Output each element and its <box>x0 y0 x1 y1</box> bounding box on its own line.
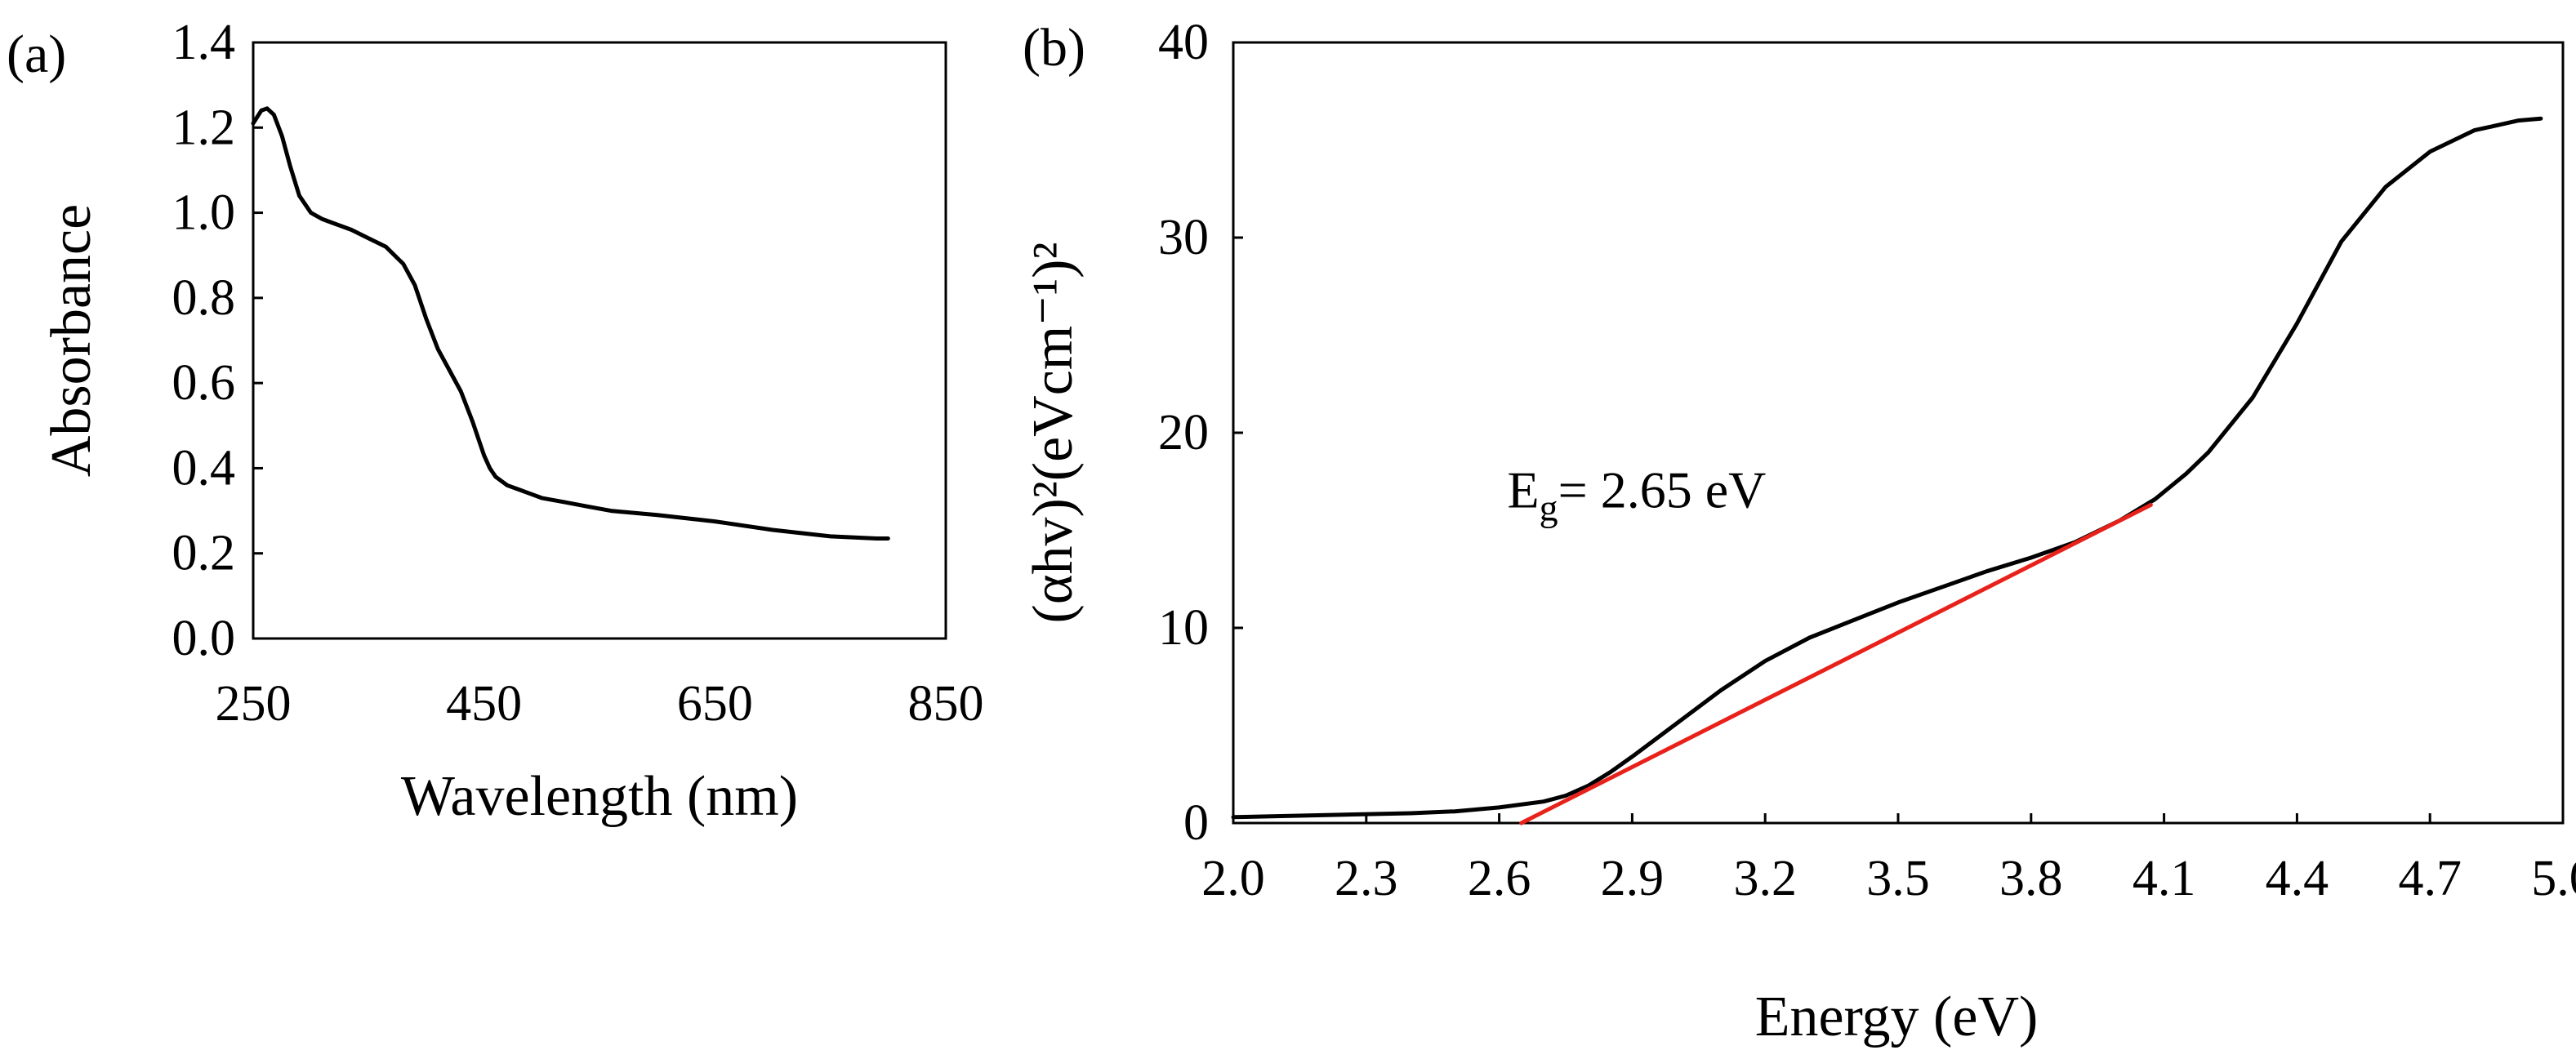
panel-b-x-tick-label: 2.6 <box>1468 851 1531 906</box>
panel-a-y-tick-label: 0.4 <box>172 440 236 496</box>
panel-b-plot-frame <box>1232 41 2565 825</box>
panel-b-x-tick-label: 2.9 <box>1601 851 1665 906</box>
panel-b-bandgap-annotation: Eg= 2.65 eV <box>1508 461 1767 529</box>
panel-a-x-tick-label: 450 <box>446 676 522 732</box>
panel-b-x-tick-label: 3.8 <box>1999 851 2063 906</box>
panel-a-absorbance-chart: (a) 0.0 0.2 0.4 0.6 0.8 1.0 1.2 1.4 250 450 650 85… <box>7 15 984 828</box>
panel-b-x-tick-label: 4.1 <box>2133 851 2196 906</box>
panel-b-y-ticks: 0 10 20 30 40 <box>1158 15 1243 851</box>
panel-b-y-tick-label: 40 <box>1158 15 1209 70</box>
panel-b-tauc-plot: (b) 0 10 20 30 40 2.0 2.3 2.6 2.9 3.2 3.5 3.8 4.1 4.… <box>1022 15 2576 1048</box>
panel-b-y-tick-label: 0 <box>1183 795 1209 851</box>
panel-a-y-tick-label: 1.0 <box>172 185 236 241</box>
bandgap-value: = 2.65 eV <box>1558 461 1767 519</box>
panel-a-x-tick-label: 650 <box>677 676 753 732</box>
panel-b-label: (b) <box>1023 18 1085 78</box>
panel-a-y-tick-label: 0.6 <box>172 355 236 411</box>
panel-b-x-axis-label: Energy (eV) <box>1755 986 2039 1048</box>
panel-b-x-tick-label: 4.4 <box>2266 851 2329 906</box>
panel-a-label: (a) <box>7 24 66 84</box>
panel-b-x-tick-label: 5.0 <box>2531 851 2576 906</box>
panel-b-x-ticks: 2.0 2.3 2.6 2.9 3.2 3.5 3.8 4.1 4.4 4.7 5.0 <box>1201 813 2576 906</box>
panel-b-x-tick-label: 3.2 <box>1733 851 1797 906</box>
bandgap-symbol: E <box>1508 461 1540 519</box>
panel-a-y-tick-label: 1.2 <box>172 100 236 155</box>
panel-a-y-tick-label: 0.2 <box>172 526 236 581</box>
panel-b-tauc-curve <box>1231 116 2543 820</box>
panel-a-x-tick-label: 250 <box>216 676 292 732</box>
panel-b-y-tick-label: 30 <box>1158 210 1209 265</box>
panel-b-x-tick-label: 2.0 <box>1201 851 1265 906</box>
panel-a-x-tick-label: 850 <box>908 676 984 732</box>
panel-a-y-axis-label: Absorbance <box>40 204 103 477</box>
panel-b-y-tick-label: 20 <box>1158 405 1209 461</box>
panel-a-absorbance-curve <box>251 106 890 541</box>
panel-b-linear-fit-line <box>1519 502 2153 825</box>
panel-a-x-axis-label: Wavelength (nm) <box>401 765 798 828</box>
panel-b-x-tick-label: 3.5 <box>1866 851 1930 906</box>
panel-b-x-tick-label: 2.3 <box>1335 851 1398 906</box>
panel-a-y-tick-label: 0.0 <box>172 611 236 666</box>
panel-b-y-axis-label: (αhv)²(eVcm⁻¹)² <box>1022 243 1085 624</box>
bandgap-subscript: g <box>1540 487 1558 529</box>
panel-b-x-tick-label: 4.7 <box>2398 851 2462 906</box>
panel-b-y-tick-label: 10 <box>1158 600 1209 656</box>
panel-a-x-ticks: 250 450 650 850 <box>216 676 984 732</box>
panel-a-y-tick-label: 1.4 <box>172 15 236 70</box>
panel-a-y-ticks: 0.0 0.2 0.4 0.6 0.8 1.0 1.2 1.4 <box>172 15 263 666</box>
panel-a-plot-frame <box>252 41 947 640</box>
panel-a-y-tick-label: 0.8 <box>172 270 236 326</box>
